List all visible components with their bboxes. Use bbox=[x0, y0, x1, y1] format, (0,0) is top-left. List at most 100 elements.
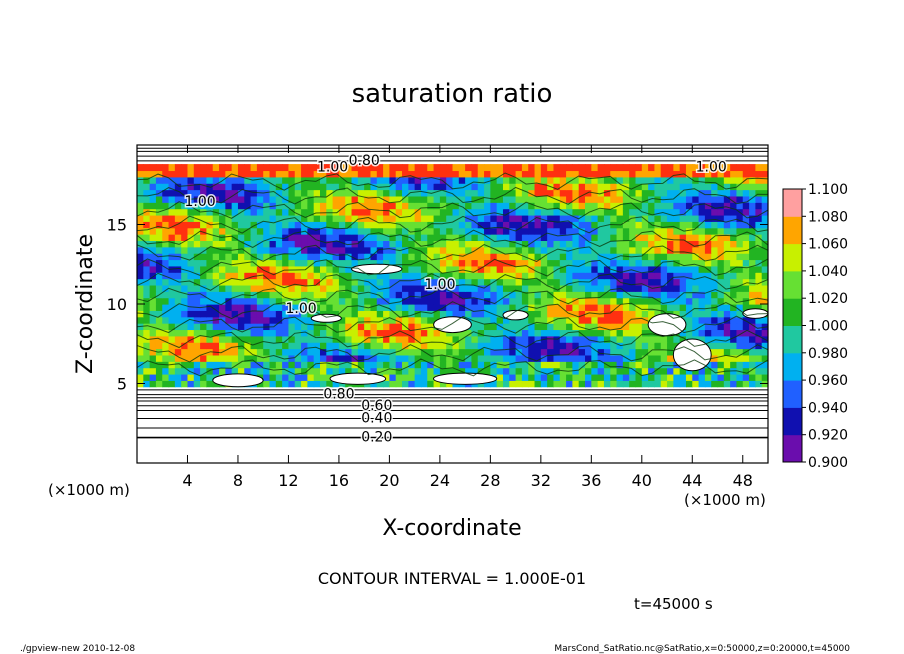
field-cell bbox=[616, 208, 624, 216]
field-cell bbox=[338, 329, 346, 337]
field-cell bbox=[553, 323, 561, 331]
field-cell bbox=[250, 246, 258, 254]
field-cell bbox=[275, 189, 283, 197]
field-cell bbox=[603, 183, 611, 191]
field-cell bbox=[566, 176, 573, 184]
field-cell bbox=[509, 240, 517, 248]
field-cell bbox=[446, 335, 454, 343]
field-cell bbox=[547, 202, 555, 210]
field-cell bbox=[597, 259, 605, 267]
field-cell bbox=[704, 214, 712, 222]
field-cell bbox=[496, 183, 504, 191]
field-cell bbox=[301, 304, 308, 311]
field-cell bbox=[641, 189, 649, 197]
field-cell bbox=[660, 240, 668, 248]
field-cell bbox=[414, 195, 422, 203]
field-cell bbox=[389, 195, 397, 203]
field-cell bbox=[143, 316, 151, 324]
field-cell bbox=[256, 361, 264, 369]
field-cell bbox=[616, 246, 624, 254]
field-cell bbox=[723, 208, 731, 216]
field-cell bbox=[452, 284, 460, 292]
field-cell bbox=[383, 323, 390, 331]
field-cell bbox=[534, 310, 542, 318]
field-cell bbox=[736, 348, 744, 356]
field-cell bbox=[174, 304, 182, 311]
field-cell bbox=[496, 202, 504, 210]
field-cell bbox=[433, 176, 441, 184]
field-cell bbox=[685, 170, 693, 178]
field-cell bbox=[332, 272, 340, 280]
field-cell bbox=[610, 176, 618, 184]
field-cell bbox=[193, 323, 201, 331]
contour-label: 1.00 bbox=[286, 301, 317, 317]
field-cell bbox=[711, 221, 719, 229]
field-cell bbox=[534, 354, 542, 362]
field-cell bbox=[402, 367, 409, 375]
field-cell bbox=[723, 316, 731, 324]
field-cell bbox=[578, 170, 586, 178]
field-cell bbox=[521, 265, 529, 273]
field-cell bbox=[200, 278, 208, 286]
field-cell bbox=[736, 246, 744, 254]
field-cell bbox=[414, 335, 422, 343]
field-cell bbox=[427, 246, 435, 254]
field-cell bbox=[402, 265, 409, 273]
field-cell bbox=[660, 373, 668, 381]
field-cell bbox=[685, 329, 693, 337]
field-cell bbox=[345, 335, 353, 343]
field-cell bbox=[206, 367, 214, 375]
field-cell bbox=[326, 329, 334, 337]
field-cell bbox=[585, 291, 592, 299]
field-cell bbox=[433, 195, 441, 203]
field-cell bbox=[332, 189, 340, 197]
field-cell bbox=[591, 380, 599, 388]
field-cell bbox=[338, 284, 346, 292]
field-cell bbox=[559, 348, 567, 356]
field-cell bbox=[231, 183, 239, 191]
field-cell bbox=[679, 246, 687, 254]
field-cell bbox=[629, 284, 637, 292]
field-cell bbox=[515, 246, 523, 254]
field-cell bbox=[547, 373, 555, 381]
field-cell bbox=[496, 208, 504, 216]
field-cell bbox=[244, 278, 252, 286]
field-cell bbox=[433, 214, 441, 222]
field-cell bbox=[275, 176, 283, 184]
field-cell bbox=[711, 259, 719, 267]
field-cell bbox=[420, 323, 428, 331]
field-cell bbox=[521, 367, 529, 375]
field-cell bbox=[338, 176, 346, 184]
field-cell bbox=[155, 373, 163, 381]
field-cell bbox=[174, 284, 182, 292]
field-cell bbox=[471, 221, 479, 229]
field-cell bbox=[313, 208, 321, 216]
field-cell bbox=[597, 183, 605, 191]
field-cell bbox=[717, 208, 725, 216]
field-cell bbox=[534, 272, 542, 280]
field-cell bbox=[231, 221, 239, 229]
field-cell bbox=[446, 265, 454, 273]
field-cell bbox=[256, 259, 264, 267]
field-cell bbox=[383, 361, 390, 369]
field-cell bbox=[566, 227, 573, 235]
field-cell bbox=[742, 164, 750, 172]
field-cell bbox=[521, 227, 529, 235]
field-cell bbox=[137, 183, 144, 191]
field-cell bbox=[200, 164, 208, 172]
field-cell bbox=[490, 361, 498, 369]
field-cell bbox=[648, 265, 656, 273]
field-cell bbox=[616, 304, 624, 311]
field-cell bbox=[515, 214, 523, 222]
field-cell bbox=[629, 373, 637, 381]
field-cell bbox=[616, 380, 624, 388]
field-cell bbox=[667, 214, 674, 222]
field-cell bbox=[717, 348, 725, 356]
field-cell bbox=[383, 278, 390, 286]
field-cell bbox=[219, 189, 226, 197]
field-cell bbox=[345, 234, 353, 241]
field-cell bbox=[761, 246, 768, 254]
field-cell bbox=[755, 329, 763, 337]
field-cell bbox=[149, 278, 157, 286]
field-cell bbox=[143, 227, 151, 235]
